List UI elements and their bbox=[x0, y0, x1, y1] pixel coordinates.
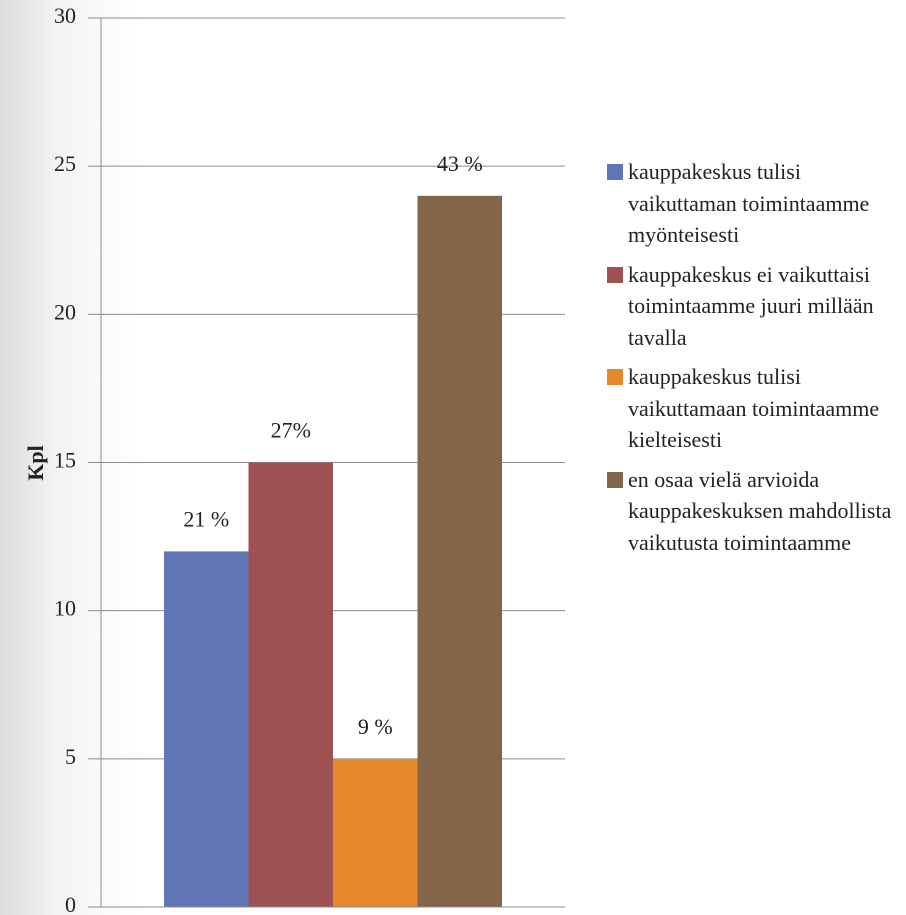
legend-swatch bbox=[607, 369, 623, 385]
legend-item: kauppakeskus ei vaikuttaisi toimintaamme… bbox=[607, 259, 906, 354]
legend-item: kauppakeskus tulisi vaikuttamaan toimint… bbox=[607, 361, 906, 456]
bar bbox=[417, 195, 502, 908]
y-tick-label: 5 bbox=[65, 744, 76, 769]
value-label: 43 % bbox=[437, 151, 483, 176]
y-tick-label: 30 bbox=[54, 3, 76, 28]
y-tick-label: 0 bbox=[65, 892, 76, 915]
y-tick-label: 25 bbox=[54, 151, 76, 176]
legend-item: kauppakeskus tulisi vaikuttaman toiminta… bbox=[607, 156, 906, 251]
value-label: 27% bbox=[271, 418, 311, 443]
y-tick-label: 20 bbox=[54, 299, 76, 324]
legend-item: en osaa vielä arvioida kauppakeskuksen m… bbox=[607, 464, 906, 559]
legend-label: kauppakeskus tulisi vaikuttaman toiminta… bbox=[628, 159, 870, 247]
legend-swatch bbox=[607, 164, 623, 180]
bar bbox=[164, 551, 249, 907]
value-label: 9 % bbox=[358, 714, 393, 739]
legend-label: kauppakeskus tulisi vaikuttamaan toimint… bbox=[628, 364, 880, 452]
y-tick-label: 15 bbox=[54, 448, 76, 473]
legend: kauppakeskus tulisi vaikuttaman toiminta… bbox=[607, 156, 906, 566]
legend-label: kauppakeskus ei vaikuttaisi toimintaamme… bbox=[628, 261, 874, 350]
legend-label: en osaa vielä arvioida kauppakeskuksen m… bbox=[628, 466, 892, 555]
legend-swatch bbox=[607, 471, 623, 488]
y-axis-title: Kpl bbox=[23, 445, 48, 480]
legend-swatch bbox=[607, 266, 623, 283]
bar bbox=[333, 758, 418, 907]
bar bbox=[248, 462, 333, 907]
y-tick-label: 10 bbox=[54, 596, 76, 621]
value-label: 21 % bbox=[183, 506, 229, 531]
